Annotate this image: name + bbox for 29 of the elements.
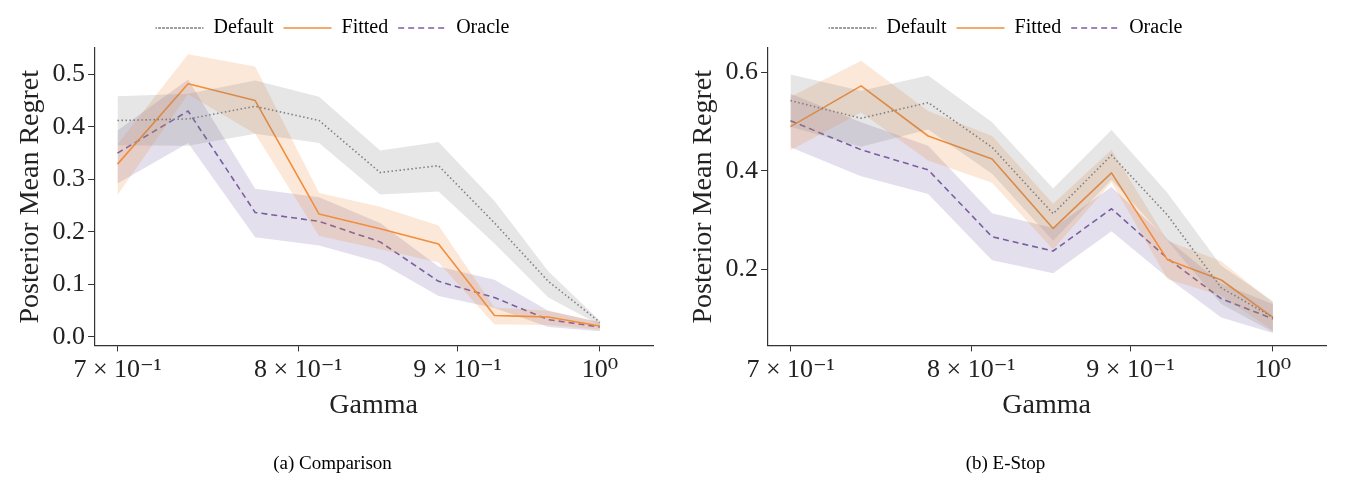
text: (a) Comparison [273,451,393,474]
y-tick-label: 0.3 [52,163,86,193]
legend-label: Default [886,15,947,38]
legend-label: Fitted [1014,15,1062,38]
x-tick-label: 8 × 10⁻¹ [254,353,343,383]
y-tick-label: 0.4 [52,110,86,140]
y-axis-title: Posterior Mean Regret [686,69,718,324]
text: (b) E-Stop [965,451,1046,474]
y-tick-label: 0.4 [725,154,759,184]
y-tick-label: 0.0 [52,320,86,350]
x-tick-label: 9 × 10⁻¹ [1086,353,1175,383]
x-tick-label: 10⁰ [581,353,619,383]
x-tick-label: 7 × 10⁻¹ [73,353,162,383]
x-tick-label: 10⁰ [1254,353,1292,383]
x-axis-title: Gamma [1002,387,1092,419]
legend-label: Oracle [1129,15,1183,38]
y-tick-label: 0.6 [725,56,759,86]
x-tick-label: 7 × 10⁻¹ [746,353,835,383]
legend-label: Fitted [341,15,389,38]
y-tick-label: 0.2 [725,253,759,283]
y-axis-title: Posterior Mean Regret [13,69,45,324]
y-tick-label: 0.5 [52,58,86,88]
x-axis-title: Gamma [329,387,419,419]
legend-label: Default [213,15,274,38]
legend-label: Oracle [456,15,510,38]
x-tick-label: 8 × 10⁻¹ [927,353,1016,383]
x-tick-label: 9 × 10⁻¹ [413,353,502,383]
y-tick-label: 0.2 [52,215,86,245]
y-tick-label: 0.1 [52,268,86,298]
